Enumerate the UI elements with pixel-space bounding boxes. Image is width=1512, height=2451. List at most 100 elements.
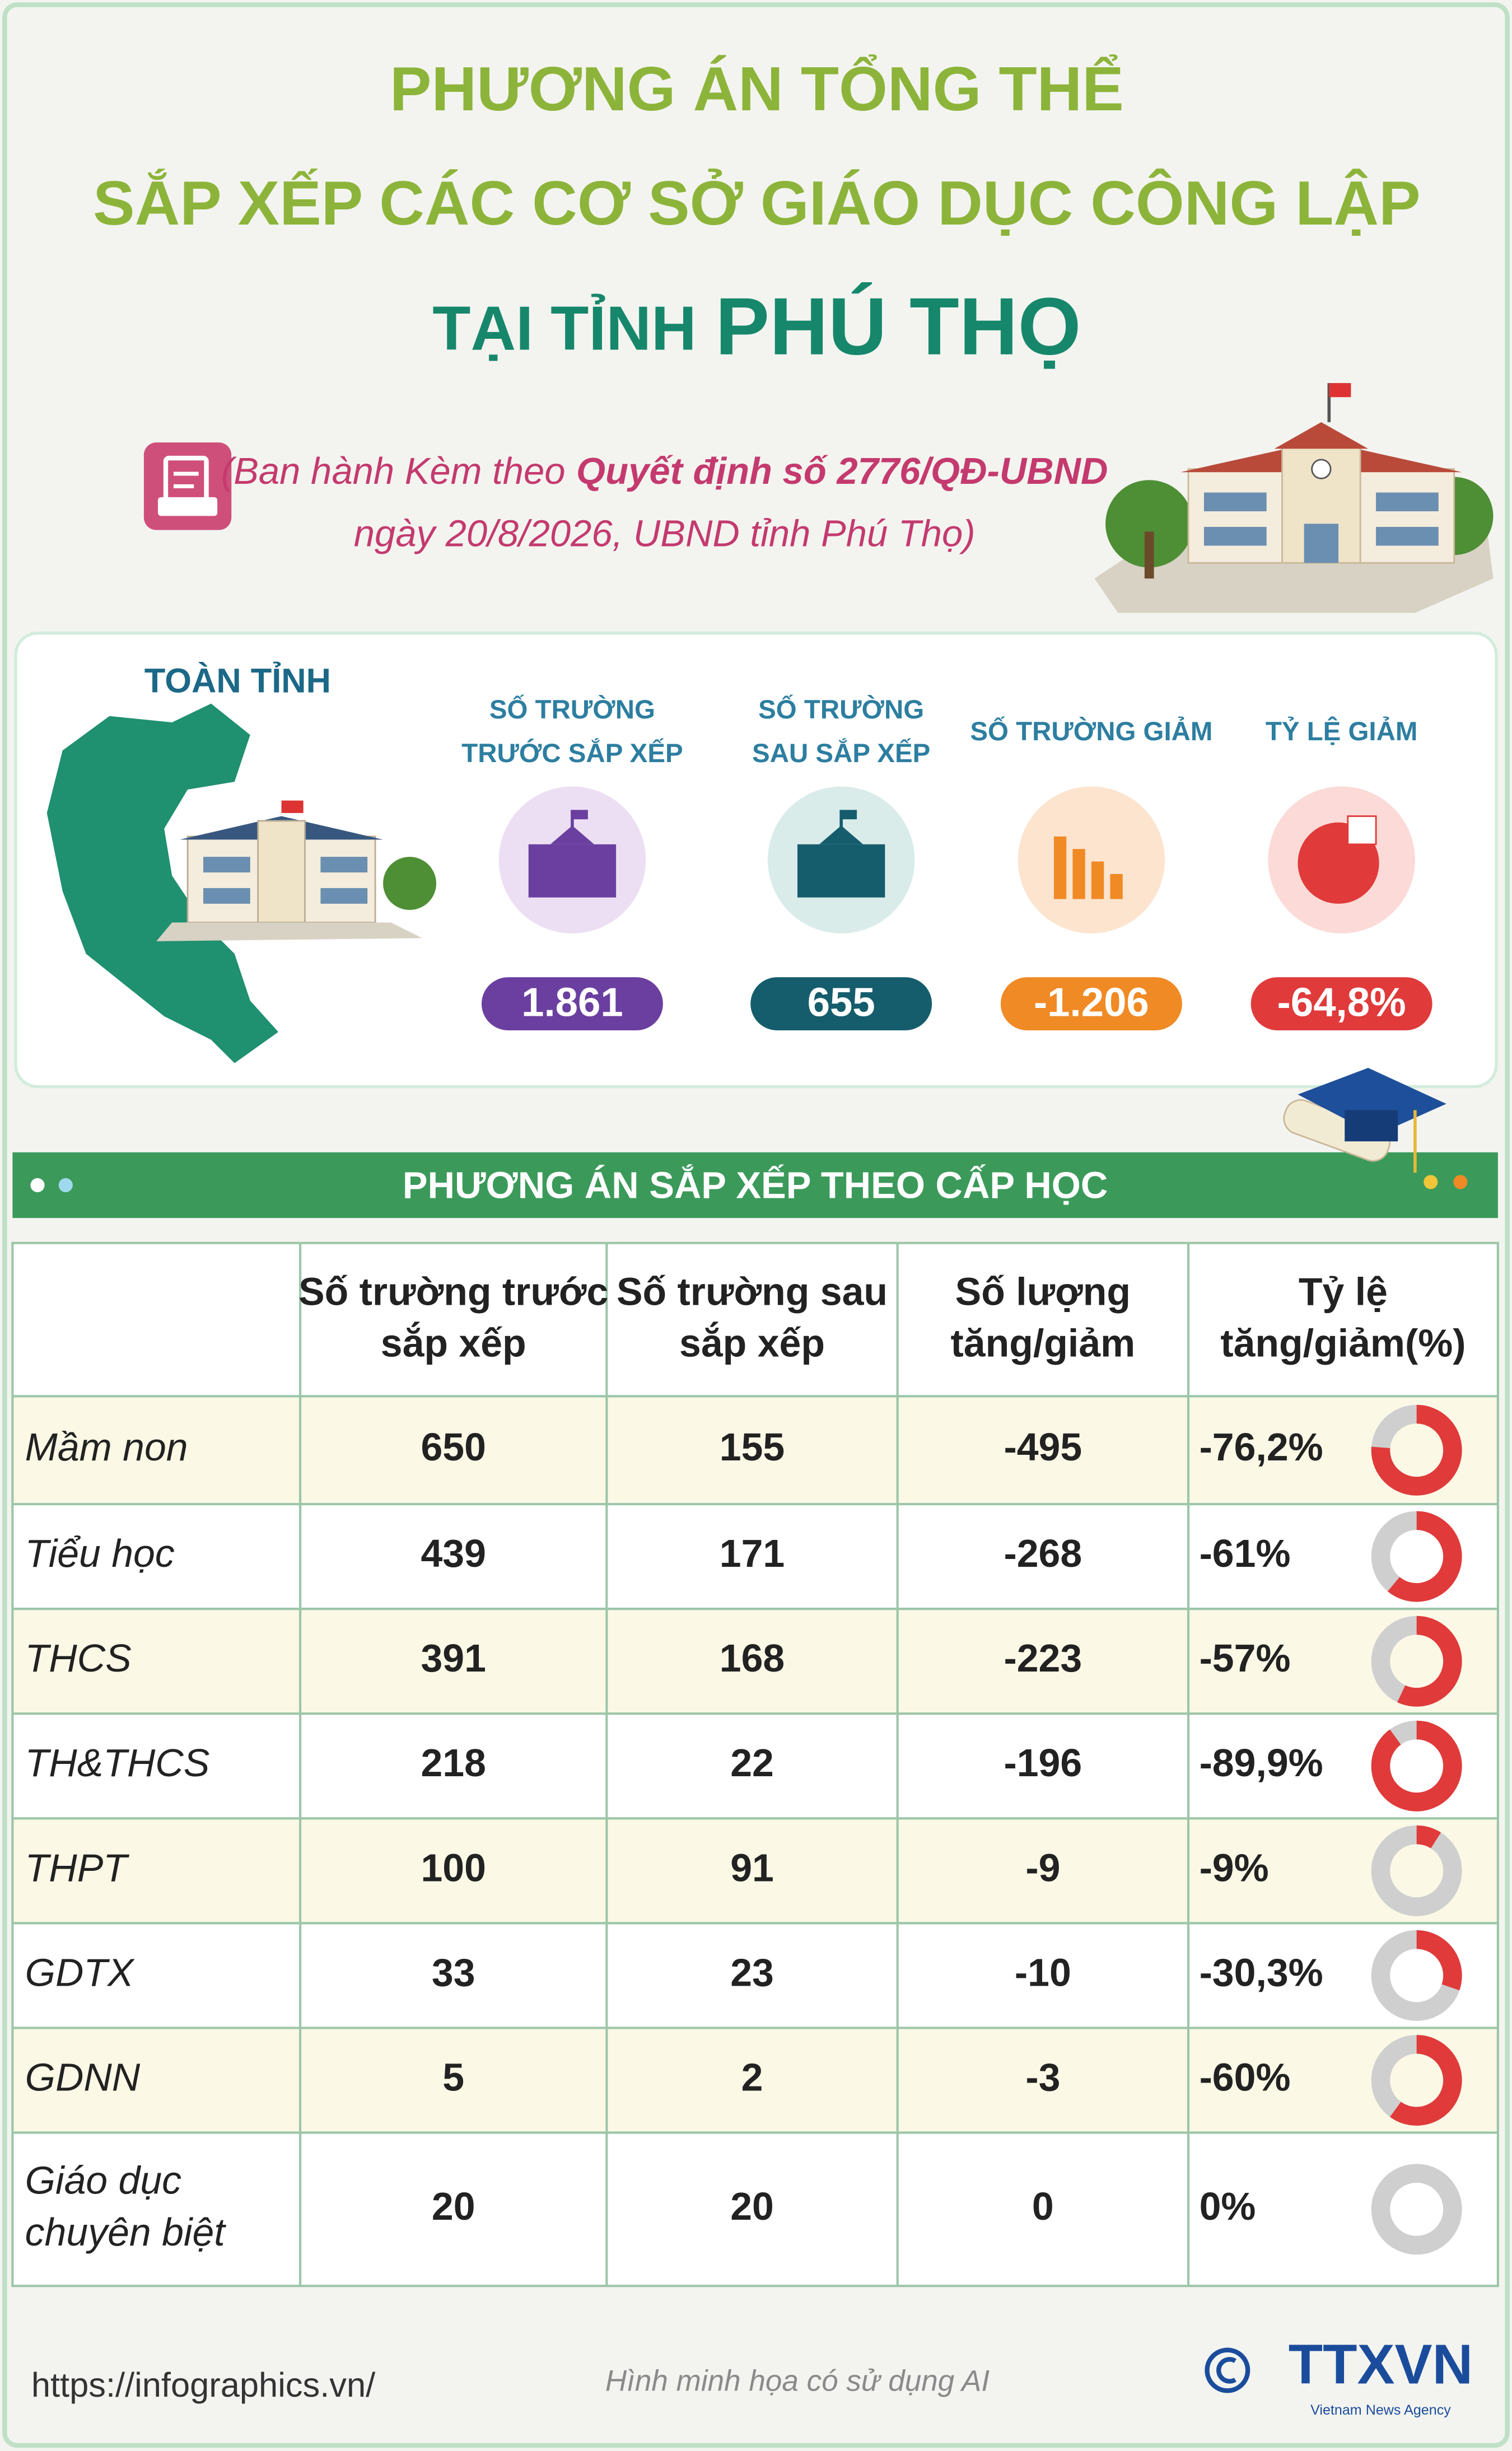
stat-value: -64,8%: [1277, 980, 1406, 1025]
cell-value: 650: [421, 1425, 486, 1469]
document-icon: [143, 442, 232, 530]
stat-icon: [1053, 836, 1123, 899]
summary-card: [14, 632, 1498, 1089]
table-row-bg: [12, 1923, 1498, 2028]
row-label: Mầm non: [25, 1425, 188, 1469]
cell-value: 23: [730, 1950, 774, 1994]
cell-value: 0: [1032, 2184, 1054, 2228]
icon-part: [797, 844, 885, 898]
stat-label: SAU SẮP XẾP: [752, 737, 930, 768]
stat-pill: [750, 977, 932, 1031]
icon-part: [550, 825, 595, 844]
table-border: [11, 1241, 1499, 2287]
table: Số trường trước sắp xếp Số trường sau sắp x…: [11, 1241, 1499, 2287]
stat-label: SỐ TRƯỜNG: [758, 694, 924, 725]
cell-value: -9: [1025, 1846, 1060, 1889]
table-row-bg: [12, 1504, 1498, 1609]
table-row-bg: [12, 1609, 1498, 1714]
section-title: PHƯƠNG ÁN SẮP XẾP THEO CẤP HỌC: [403, 1165, 1108, 1207]
stat-value: 1.861: [521, 980, 623, 1025]
subtitle-decision: Quyết định số 2776/QĐ-UBND: [576, 450, 1108, 492]
column-header: Số trường trước: [298, 1269, 608, 1313]
cell-value: 100: [421, 1846, 486, 1889]
cell-value: -3: [1025, 2055, 1060, 2099]
row-label: Tiểu học: [25, 1532, 175, 1575]
row-label: Giáo dục: [25, 2159, 181, 2202]
cell-value: 168: [720, 1636, 785, 1680]
rate-label: -60%: [1200, 2055, 1291, 2099]
stat-icon: [797, 810, 885, 898]
stat-label: SỐ TRƯỜNG GIẢM: [970, 716, 1212, 746]
column-header: Số trường sau: [617, 1269, 888, 1313]
stat-icon: [528, 810, 617, 898]
cell-value: -196: [1004, 1741, 1082, 1785]
cell-value: 5: [442, 2055, 464, 2099]
cell-value: 439: [421, 1532, 486, 1575]
donut-arc: [1371, 1930, 1462, 2021]
cell-value: -223: [1004, 1636, 1082, 1680]
province-map: [46, 703, 437, 1063]
footer-note: Hình minh họa có sử dụng AI: [605, 2364, 990, 2397]
province-name: PHÚ THỌ: [715, 281, 1081, 372]
rate-label: -30,3%: [1200, 1950, 1323, 1994]
logo-mark: [1205, 2347, 1250, 2393]
summary-stats: SỐ TRƯỜNG TRƯỚC SẮP XẾP 1.861 SỐ TRƯỜNG SAU …: [461, 694, 1432, 1031]
row-label: TH&THCS: [25, 1741, 210, 1785]
cell-value: 22: [730, 1741, 774, 1785]
table-row-bg: [12, 1396, 1498, 1505]
rate-label: -9%: [1200, 1846, 1269, 1889]
summary-title: TOÀN TỈNH: [144, 661, 331, 700]
icon-part: [1072, 849, 1085, 899]
stat-icon: [1298, 815, 1379, 904]
stat-pill: [1250, 977, 1432, 1031]
rate-label: 0%: [1200, 2184, 1256, 2228]
icon-part: [1053, 836, 1067, 899]
cell-value: 155: [720, 1425, 785, 1469]
row-label: chuyên biệt: [25, 2210, 227, 2254]
column-header: sắp xếp: [381, 1321, 526, 1365]
logo: TTXVN: [1289, 2333, 1473, 2396]
column-header: tăng/giảm: [951, 1321, 1136, 1365]
table-row-bg: [12, 2132, 1498, 2286]
title-line: PHƯƠNG ÁN TỔNG THỂ: [390, 54, 1124, 124]
donut-arc: [1371, 1720, 1462, 1812]
table-row-bg: [12, 1818, 1498, 1924]
rate-label: -61%: [1200, 1532, 1291, 1575]
subtitle-prefix: (Ban hành Kèm theo: [221, 450, 566, 492]
footer-url[interactable]: https://infographics.vn/: [31, 2366, 376, 2405]
icon-part: [1091, 861, 1104, 899]
cell-value: -495: [1004, 1425, 1082, 1469]
column-header: tăng/giảm(%): [1220, 1321, 1466, 1365]
stat-label: TỶ LỆ GIẢM: [1266, 716, 1418, 746]
stat-value: -1.206: [1034, 980, 1149, 1025]
column-header: Tỷ lệ: [1299, 1269, 1388, 1313]
cell-value: 2: [741, 2055, 763, 2099]
donut-arc: [1371, 2035, 1462, 2126]
row-label: THCS: [25, 1636, 132, 1680]
cell-value: 218: [421, 1741, 486, 1785]
section-header: [12, 1152, 1498, 1219]
icon-part: [528, 844, 617, 898]
column-header: Số lượng: [955, 1269, 1131, 1313]
graduation-cap: [1283, 1068, 1446, 1173]
icon-part: [572, 810, 588, 820]
stat-label: TRƯỚC SẮP XẾP: [461, 737, 683, 768]
icon-part: [841, 810, 857, 820]
donut-arc: [1371, 1511, 1462, 1602]
cell-value: -268: [1004, 1532, 1082, 1575]
donut-arc: [1371, 1616, 1462, 1707]
icon-part: [1110, 874, 1123, 899]
donut-arc: [1371, 1825, 1462, 1916]
rate-label: -76,2%: [1200, 1425, 1323, 1469]
cell-value: 91: [730, 1846, 774, 1889]
title-province: TẠI TỈNH PHÚ THỌ: [432, 281, 1081, 372]
icon-part: [819, 825, 864, 844]
subtitle-line: (Ban hành Kèm theo Quyết định số 2776/QĐ-…: [221, 450, 1108, 492]
cell-value: 20: [730, 2184, 774, 2228]
cell-value: -10: [1015, 1950, 1071, 1994]
stat-pill: [1000, 977, 1182, 1031]
stat-icon-bg: [1018, 786, 1165, 933]
